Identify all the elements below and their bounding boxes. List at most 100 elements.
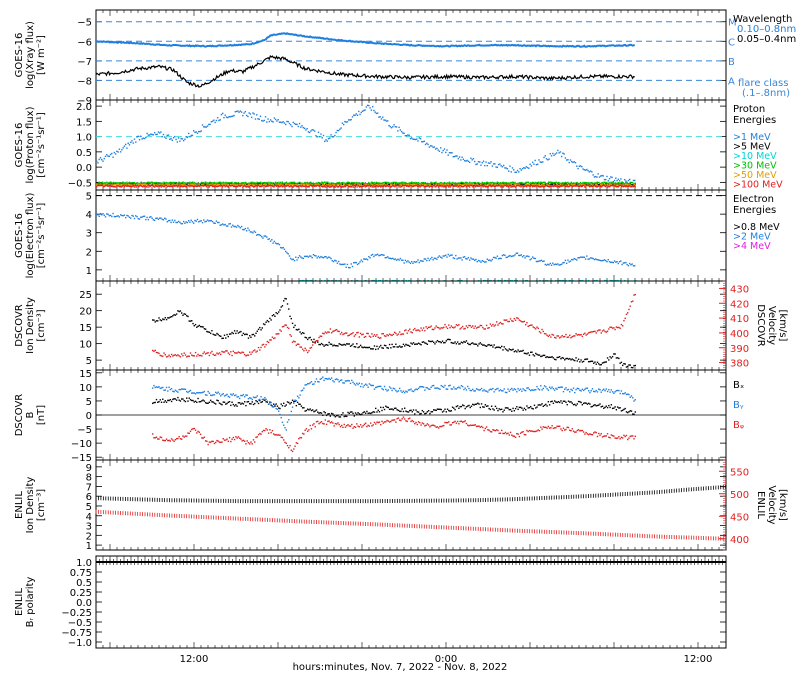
data-point — [135, 141, 137, 143]
data-point — [189, 320, 192, 322]
data-point — [310, 346, 313, 349]
data-point — [487, 185, 489, 187]
data-point — [531, 184, 533, 186]
data-point — [187, 315, 189, 318]
data-point — [266, 236, 268, 238]
data-point — [151, 184, 153, 187]
data-point — [284, 185, 286, 188]
data-point — [306, 183, 308, 185]
data-point — [221, 181, 223, 184]
data-point — [341, 344, 343, 346]
data-point — [158, 184, 160, 187]
data-point — [455, 185, 457, 187]
data-point — [566, 184, 568, 186]
data-point — [512, 181, 515, 184]
y-tick-label: 2.0 — [76, 102, 92, 113]
data-point — [210, 184, 212, 186]
data-point — [604, 181, 606, 184]
data-point — [300, 183, 303, 186]
data-point — [375, 183, 378, 186]
data-point — [167, 185, 169, 187]
data-point — [174, 185, 176, 188]
data-point — [193, 325, 195, 327]
data-point — [568, 183, 571, 186]
data-point — [342, 333, 344, 336]
data-point — [168, 354, 170, 356]
data-point — [560, 155, 563, 158]
data-point — [462, 256, 465, 258]
data-point — [540, 182, 542, 185]
data-point — [224, 185, 226, 188]
data-point — [479, 342, 481, 344]
data-point — [249, 351, 251, 353]
data-point — [314, 341, 316, 343]
data-point — [233, 184, 236, 186]
data-point — [260, 185, 263, 188]
data-point — [303, 183, 305, 185]
data-point — [254, 118, 257, 120]
data-point — [301, 348, 304, 350]
data-point — [357, 184, 359, 186]
data-point — [417, 259, 419, 261]
data-point — [558, 356, 561, 358]
data-point — [315, 182, 317, 185]
data-point — [396, 184, 399, 187]
data-point — [196, 326, 198, 328]
data-point — [190, 183, 193, 186]
data-point — [603, 178, 606, 181]
data-point — [179, 310, 182, 312]
data-point — [468, 343, 470, 346]
data-point — [249, 183, 252, 186]
data-point — [153, 350, 155, 353]
data-point — [607, 182, 609, 184]
data-point — [381, 184, 383, 187]
data-point — [581, 185, 583, 188]
data-point — [323, 345, 325, 347]
data-point — [565, 183, 567, 185]
series-line-0 — [96, 32, 636, 48]
data-point — [298, 185, 300, 187]
data-point — [296, 183, 299, 185]
data-point — [494, 185, 496, 188]
data-point — [620, 184, 622, 186]
data-point — [626, 182, 628, 185]
data-point — [365, 185, 368, 187]
data-point — [565, 262, 568, 264]
data-point — [192, 185, 194, 188]
data-point — [263, 119, 265, 122]
data-point — [426, 343, 429, 345]
data-point — [480, 261, 482, 263]
data-point — [221, 350, 223, 353]
data-point — [491, 185, 494, 187]
data-point — [460, 185, 462, 187]
data-point — [574, 359, 576, 362]
data-point — [122, 184, 125, 187]
data-point — [315, 255, 317, 257]
data-point — [314, 183, 316, 186]
data-point — [477, 185, 479, 187]
data-point — [413, 261, 415, 263]
data-point — [281, 305, 284, 307]
data-point — [298, 181, 300, 184]
data-point — [301, 257, 303, 259]
data-point — [518, 350, 521, 353]
data-point — [194, 323, 197, 326]
data-point — [197, 184, 200, 187]
data-point — [447, 185, 449, 187]
y-tick-label: 25 — [79, 290, 92, 301]
data-point — [271, 183, 273, 186]
data-point — [379, 184, 382, 187]
data-point — [324, 256, 326, 258]
data-point — [594, 258, 597, 260]
data-point — [379, 186, 382, 188]
data-point — [567, 181, 569, 184]
data-point — [399, 257, 402, 260]
data-point — [279, 182, 281, 185]
data-point — [359, 184, 362, 186]
data-point — [603, 183, 605, 186]
data-point — [348, 334, 350, 336]
data-point — [579, 183, 581, 185]
legend-entry: >5 MeV — [733, 142, 771, 153]
data-point — [323, 333, 325, 335]
data-point — [224, 182, 226, 184]
